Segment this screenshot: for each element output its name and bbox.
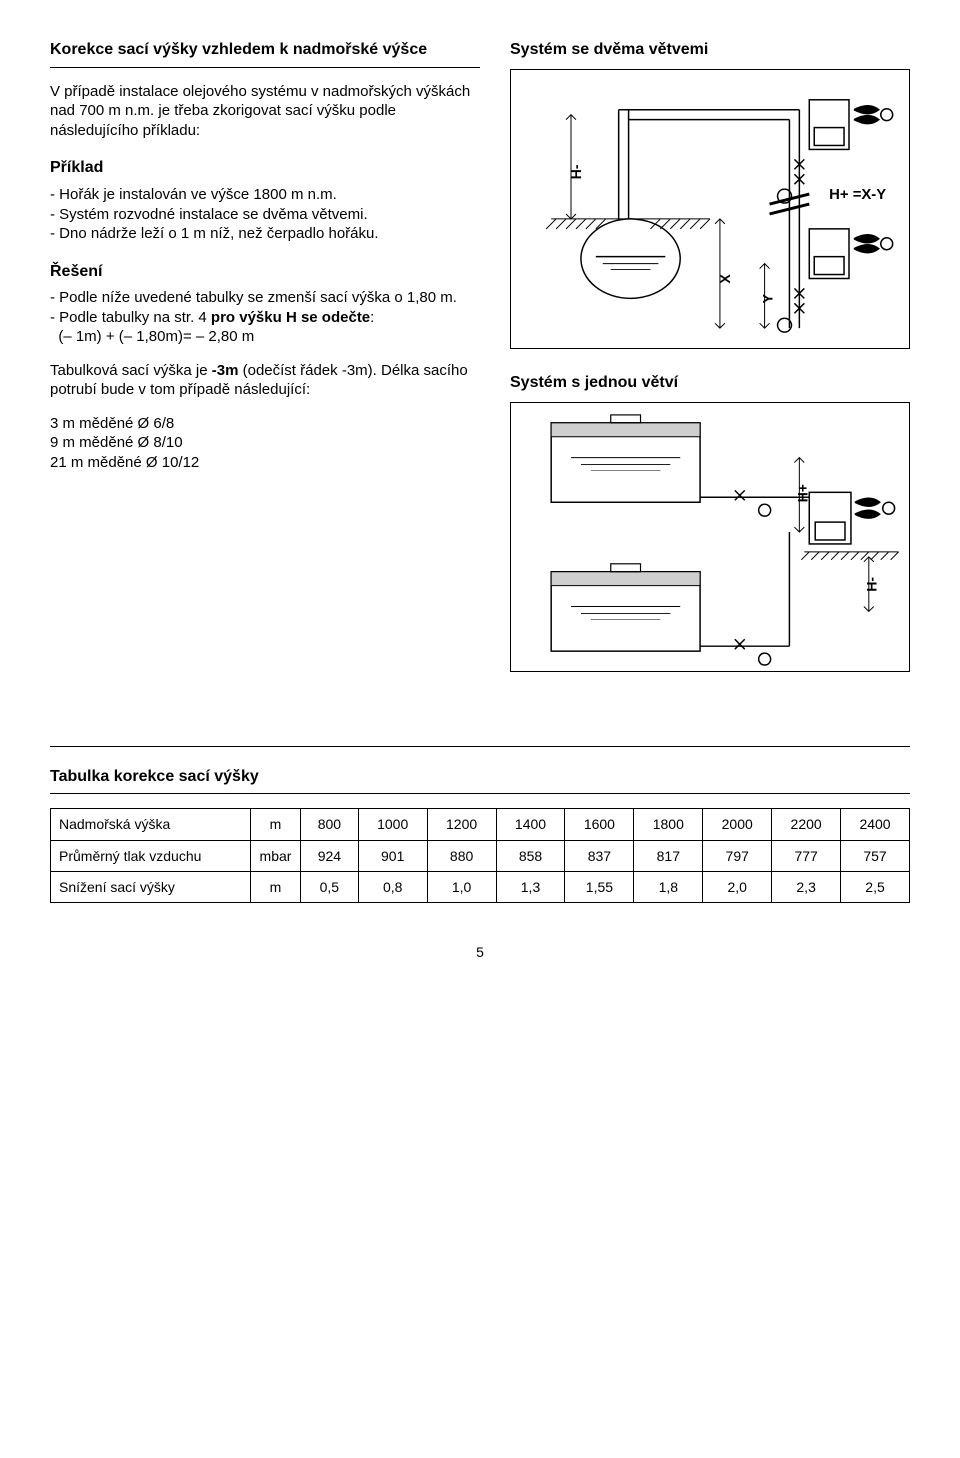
right-column: Systém se dvěma větvemi (510, 40, 910, 696)
table-cell: 1,0 (427, 871, 496, 902)
table-title: Tabulka korekce sací výšky (50, 767, 910, 795)
table-cell: m (251, 871, 301, 902)
table-cell: 880 (427, 840, 496, 871)
table-cell: Snížení sací výšky (51, 871, 251, 902)
solution-line: - Podle níže uvedené tabulky se zmenší s… (50, 288, 480, 308)
example-line: - Dno nádrže leží o 1 m níž, než čerpadl… (50, 224, 480, 244)
example-heading: Příklad (50, 158, 480, 179)
table-cell: 837 (565, 840, 634, 871)
example-line: - Hořák je instalován ve výšce 1800 m n.… (50, 185, 480, 205)
table-cell: 0,5 (301, 871, 359, 902)
table-cell: 2400 (841, 809, 910, 840)
solution-heading: Řešení (50, 262, 480, 283)
svg-text:H+: H+ (794, 484, 810, 502)
table-row: Snížení sací výšky m 0,5 0,8 1,0 1,3 1,5… (51, 871, 910, 902)
svg-text:H-: H- (568, 164, 584, 179)
table-cell: 1800 (634, 809, 703, 840)
result-line: 9 m měděné Ø 8/10 (50, 433, 480, 453)
top-section: Korekce sací výšky vzhledem k nadmořské … (50, 40, 910, 696)
table-cell: 1,55 (565, 871, 634, 902)
table-cell: 817 (634, 840, 703, 871)
single-branch-diagram: H+ H- (511, 403, 909, 671)
result-line: 21 m měděné Ø 10/12 (50, 453, 480, 473)
table-cell: 797 (703, 840, 772, 871)
table-cell: 1400 (496, 809, 565, 840)
table-cell: 2200 (772, 809, 841, 840)
table-cell: 1200 (427, 809, 496, 840)
svg-text:H+ =X-Y: H+ =X-Y (829, 187, 886, 203)
table-cell: 924 (301, 840, 359, 871)
main-heading: Korekce sací výšky vzhledem k nadmořské … (50, 40, 480, 68)
result-paragraph: Tabulková sací výška je -3m (odečíst řád… (50, 361, 480, 400)
table-cell: 800 (301, 809, 359, 840)
diagram2-box: H+ H- (510, 402, 910, 672)
table-cell: 1,8 (634, 871, 703, 902)
table-row: Průměrný tlak vzduchu mbar 924 901 880 8… (51, 840, 910, 871)
intro-paragraph: V případě instalace olejového systému v … (50, 82, 480, 141)
diagram2-title: Systém s jednou větví (510, 373, 910, 394)
table-cell: 2000 (703, 809, 772, 840)
svg-text:Y: Y (760, 293, 776, 303)
table-cell: 858 (496, 840, 565, 871)
example-line: - Systém rozvodné instalace se dvěma vět… (50, 205, 480, 225)
table-cell: 2,0 (703, 871, 772, 902)
table-cell: 777 (772, 840, 841, 871)
result-line: 3 m měděné Ø 6/8 (50, 414, 480, 434)
table-cell: 1,3 (496, 871, 565, 902)
table-cell: Nadmořská výška (51, 809, 251, 840)
table-section: Tabulka korekce sací výšky Nadmořská výš… (50, 767, 910, 903)
correction-table: Nadmořská výška m 800 1000 1200 1400 160… (50, 808, 910, 903)
table-cell: m (251, 809, 301, 840)
svg-text:H-: H- (864, 576, 880, 591)
diagram1-box: H- (510, 69, 910, 349)
table-cell: 2,5 (841, 871, 910, 902)
table-cell: 1000 (358, 809, 427, 840)
section-divider (50, 746, 910, 747)
table-cell: 901 (358, 840, 427, 871)
page-number: 5 (50, 943, 910, 961)
table-cell: 2,3 (772, 871, 841, 902)
table-cell: 0,8 (358, 871, 427, 902)
table-row: Nadmořská výška m 800 1000 1200 1400 160… (51, 809, 910, 840)
table-cell: mbar (251, 840, 301, 871)
left-column: Korekce sací výšky vzhledem k nadmořské … (50, 40, 480, 696)
svg-text:X: X (717, 273, 733, 283)
diagram1-title: Systém se dvěma větvemi (510, 40, 910, 61)
table-cell: 1600 (565, 809, 634, 840)
two-branch-diagram: H- (511, 70, 909, 348)
table-cell: Průměrný tlak vzduchu (51, 840, 251, 871)
table-cell: 757 (841, 840, 910, 871)
